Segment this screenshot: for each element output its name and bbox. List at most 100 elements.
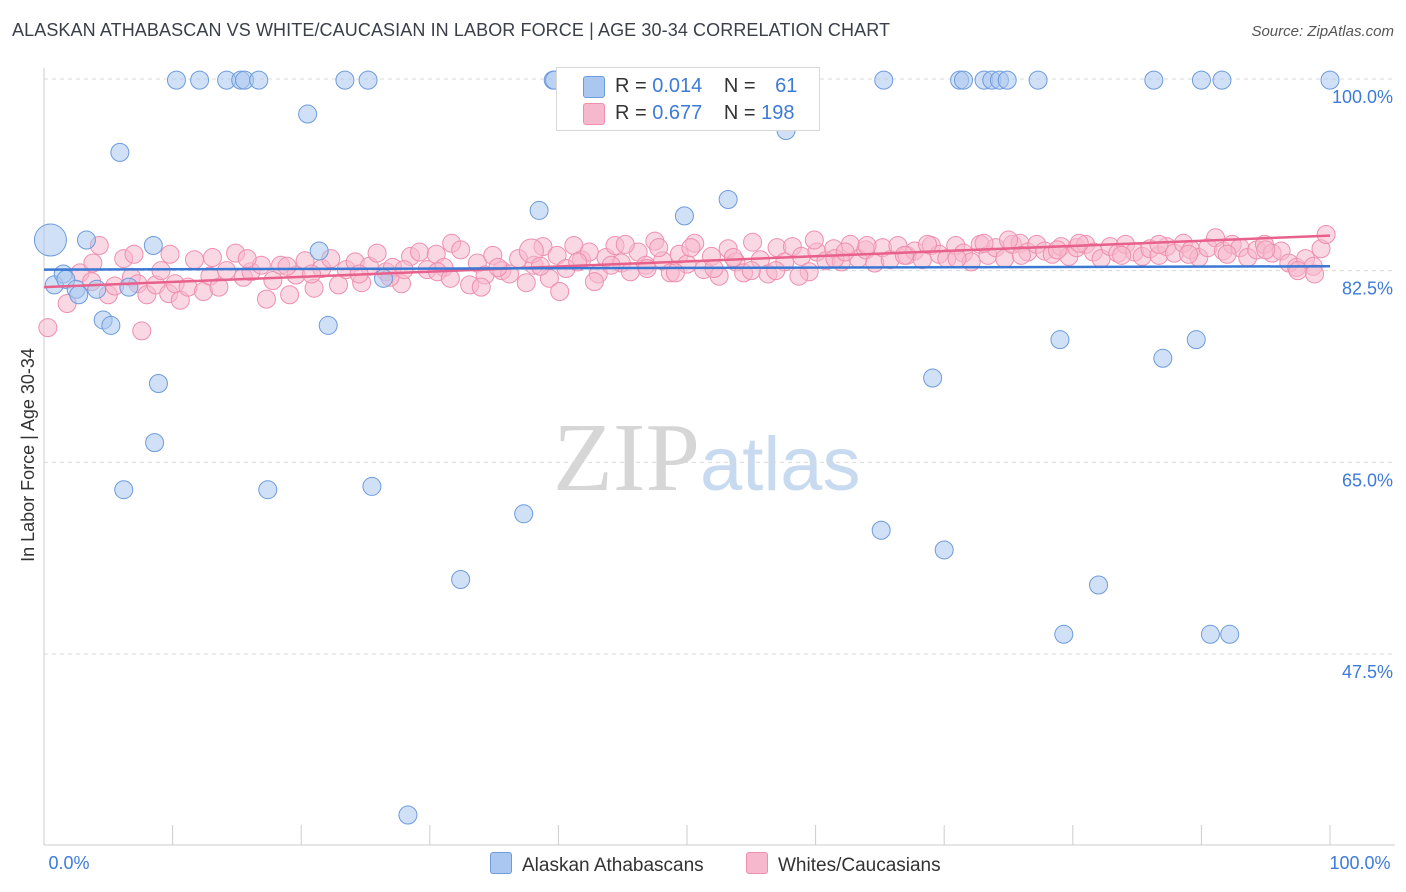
white-point bbox=[743, 232, 763, 252]
white-point bbox=[280, 285, 300, 305]
white-trend-line bbox=[43, 234, 1331, 289]
athabascan-point bbox=[997, 70, 1017, 90]
white-point bbox=[1305, 264, 1325, 284]
athabascan-point bbox=[923, 368, 943, 388]
white-point bbox=[665, 263, 685, 283]
athabascan-point bbox=[298, 104, 318, 124]
athabascan-point bbox=[335, 70, 355, 90]
white-point bbox=[1288, 261, 1308, 281]
athabascan-point bbox=[1028, 70, 1048, 90]
white-n-label: N = bbox=[723, 102, 762, 124]
white-point bbox=[999, 230, 1018, 250]
white-point bbox=[741, 261, 761, 281]
athabascan-point bbox=[309, 241, 329, 261]
athabascan-point bbox=[1191, 70, 1211, 90]
bottom-legend-athabascan: Alaskan Athabascans bbox=[490, 852, 704, 877]
white-point bbox=[160, 244, 180, 264]
athabascan-point bbox=[1144, 70, 1164, 90]
white-point bbox=[518, 238, 544, 264]
athabascan-point bbox=[1200, 624, 1220, 644]
athabascan-point bbox=[249, 70, 269, 90]
white-point bbox=[217, 261, 237, 281]
athabascan-swatch bbox=[583, 76, 605, 98]
athabascan-point bbox=[1054, 624, 1074, 644]
athabascan-point bbox=[1153, 348, 1173, 368]
x-tick-label-min: 0.0% bbox=[48, 853, 89, 873]
white-point bbox=[766, 261, 786, 281]
white-point bbox=[1047, 240, 1067, 260]
athabascan-point bbox=[148, 373, 168, 393]
white-point bbox=[516, 273, 536, 293]
white-point bbox=[1112, 245, 1132, 265]
athabascan-stats: R = 0.014 N = 61 bbox=[615, 75, 797, 98]
athabascan-point bbox=[1220, 624, 1240, 644]
white-point bbox=[83, 253, 103, 273]
white-point bbox=[410, 242, 430, 262]
athabascan-point bbox=[318, 315, 338, 335]
white-point bbox=[804, 230, 824, 250]
x-tick-label-max: 100.0% bbox=[1329, 853, 1390, 873]
white-point bbox=[471, 277, 491, 297]
athabascan-point bbox=[76, 230, 96, 250]
white-point bbox=[367, 243, 387, 263]
white-point bbox=[202, 248, 222, 268]
athabascan-point bbox=[110, 142, 130, 162]
athabascan-r-label: R = bbox=[615, 75, 653, 97]
white-point bbox=[1069, 233, 1089, 253]
athabascan-point bbox=[258, 480, 278, 500]
white-point bbox=[584, 272, 604, 292]
athabascan-point bbox=[514, 504, 534, 524]
athabascan-point bbox=[398, 805, 418, 825]
athabascan-point bbox=[451, 570, 471, 590]
stats-legend: R = 0.014 N = 61 R = 0.677 N = 198 bbox=[556, 67, 820, 131]
athabascan-point bbox=[1089, 575, 1109, 595]
white-stats: R = 0.677 N = 198 bbox=[615, 102, 795, 125]
athabascan-point bbox=[1050, 330, 1070, 350]
white-point bbox=[1011, 245, 1031, 265]
athabascan-point bbox=[1212, 70, 1232, 90]
white-point bbox=[1179, 244, 1199, 264]
bottom-legend-white: Whites/Caucasians bbox=[746, 852, 941, 877]
y-tick-label: 65.0% bbox=[1342, 470, 1393, 490]
athabascan-point bbox=[718, 189, 738, 209]
athabascan-point bbox=[362, 476, 382, 496]
white-point bbox=[256, 289, 276, 309]
athabascan-n-label: N = bbox=[723, 75, 762, 97]
watermark-atlas: atlas bbox=[700, 422, 861, 507]
white-point bbox=[277, 256, 297, 276]
athabascan-n-value: 61 bbox=[775, 75, 798, 97]
white-point bbox=[132, 321, 152, 341]
athabascan-r-value: 0.014 bbox=[652, 75, 703, 97]
white-point bbox=[974, 233, 994, 253]
athabascan-point bbox=[871, 520, 891, 540]
bottom-legend-athabascan-label: Alaskan Athabascans bbox=[522, 855, 704, 876]
white-point bbox=[550, 281, 570, 301]
athabascan-point bbox=[1320, 70, 1340, 90]
y-axis-label: In Labor Force | Age 30-34 bbox=[18, 348, 38, 562]
white-point bbox=[184, 250, 204, 270]
white-point bbox=[917, 234, 937, 254]
athabascan-point bbox=[114, 480, 134, 500]
white-point bbox=[681, 238, 701, 258]
bottom-legend-white-swatch bbox=[746, 852, 768, 874]
y-tick-label: 47.5% bbox=[1342, 662, 1393, 682]
white-point bbox=[835, 242, 855, 262]
athabascan-point bbox=[874, 70, 894, 90]
white-point bbox=[547, 245, 567, 265]
white-r-label: R = bbox=[615, 102, 653, 124]
white-point bbox=[789, 266, 809, 286]
white-point bbox=[263, 271, 283, 291]
athabascan-point bbox=[69, 285, 89, 305]
white-point bbox=[894, 245, 914, 265]
white-point bbox=[857, 235, 877, 255]
source-label: Source: ZipAtlas.com bbox=[1251, 23, 1394, 40]
athabascan-point bbox=[143, 235, 163, 255]
bottom-legend-white-label: Whites/Caucasians bbox=[778, 855, 941, 876]
white-point bbox=[723, 248, 743, 268]
athabascan-point bbox=[529, 200, 549, 220]
white-n-value: 198 bbox=[761, 102, 795, 124]
white-point bbox=[947, 249, 967, 269]
athabascan-point bbox=[1186, 330, 1206, 350]
athabascan-trend-line bbox=[43, 265, 1331, 271]
athabascan-point bbox=[119, 277, 139, 297]
